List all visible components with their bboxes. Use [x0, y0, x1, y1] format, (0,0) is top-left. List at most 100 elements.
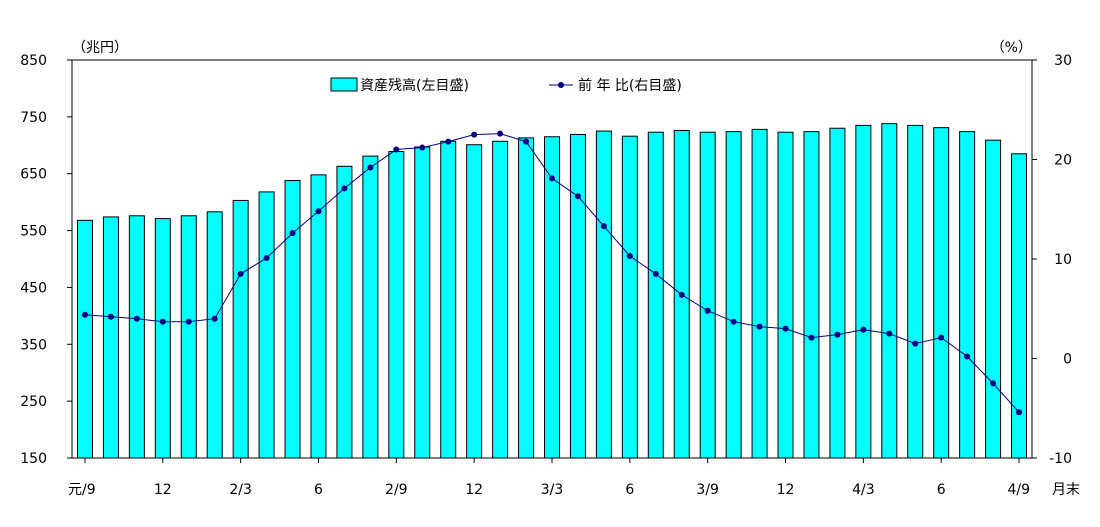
line-point: [497, 130, 504, 137]
left-axis-unit: （兆円）: [72, 40, 128, 56]
line-point: [367, 164, 374, 171]
bar: [907, 124, 924, 459]
legend-line-label: 前 年 比(右目盛): [578, 77, 682, 94]
line-point: [600, 223, 607, 230]
bar-series: [76, 123, 1028, 459]
line-point: [860, 326, 867, 333]
x-tick-label: 元/9: [68, 482, 96, 498]
line-point: [652, 270, 659, 277]
bar: [699, 131, 716, 459]
line-point: [912, 340, 919, 347]
left-tick-label: 150: [20, 451, 47, 467]
right-tick-label: -10: [1049, 451, 1072, 467]
legend-bar-swatch: [330, 77, 358, 92]
x-tick-label: 2/3: [229, 482, 252, 498]
x-tick-label: 3/3: [541, 482, 564, 498]
line-point: [1016, 409, 1023, 416]
x-axis-suffix: 月末: [1052, 482, 1080, 498]
line-point: [185, 318, 192, 325]
line-point: [133, 315, 140, 322]
line-point: [263, 255, 270, 261]
left-tick-label: 550: [20, 224, 47, 240]
left-tick-label: 650: [20, 167, 47, 183]
legend-line-marker: [558, 82, 564, 88]
x-tick-label: 12: [154, 482, 172, 498]
line-point: [782, 325, 789, 332]
right-tick-label: 30: [1054, 53, 1072, 69]
bar: [232, 199, 249, 459]
bar: [154, 218, 171, 459]
bar: [362, 155, 379, 459]
bar: [440, 140, 457, 459]
line-point: [964, 353, 971, 360]
bar: [621, 135, 638, 459]
bar: [855, 124, 872, 459]
line-point: [704, 307, 711, 314]
x-tick-label: 12: [465, 482, 483, 498]
left-tick-label: 350: [20, 337, 47, 353]
line-point: [159, 318, 166, 325]
bar: [959, 131, 976, 459]
right-tick-label: 20: [1054, 153, 1072, 169]
bar: [647, 131, 664, 459]
bar: [518, 137, 535, 459]
x-tick-label: 6: [625, 482, 634, 498]
bar: [595, 130, 612, 459]
bar: [336, 165, 353, 459]
line-point: [419, 144, 426, 151]
x-tick-label: 3/9: [696, 482, 719, 498]
x-tick-label: 4/3: [852, 482, 875, 498]
bar: [258, 191, 275, 459]
line-point: [730, 318, 737, 325]
bar: [206, 211, 223, 459]
growth-rate-points: [81, 130, 1023, 416]
left-tick-label: 450: [20, 280, 47, 296]
line-point: [393, 146, 400, 153]
line-point: [445, 138, 452, 145]
right-tick-label: 0: [1063, 352, 1072, 368]
line-point: [886, 330, 893, 337]
line-point: [107, 313, 114, 320]
bar: [751, 128, 768, 459]
x-tick-label: 4/9: [1007, 482, 1030, 498]
line-point: [938, 334, 945, 341]
line-point: [626, 253, 633, 260]
line-point: [211, 315, 218, 322]
bar: [933, 127, 950, 459]
line-point: [756, 323, 763, 330]
bar: [985, 139, 1002, 459]
bar: [128, 215, 145, 459]
line-point: [574, 193, 581, 200]
line-point: [471, 131, 478, 138]
legend: 資産残高(左目盛) 前 年 比(右目盛): [330, 77, 682, 94]
line-point: [289, 230, 296, 237]
bar: [725, 131, 742, 459]
legend-bar-label: 資産残高(左目盛): [360, 77, 469, 94]
bar: [284, 180, 301, 459]
right-tick-label: 10: [1054, 252, 1072, 268]
bar: [414, 146, 431, 459]
line-point: [523, 138, 530, 145]
line-point: [341, 185, 348, 192]
bar: [777, 131, 794, 459]
line-point: [834, 331, 841, 338]
left-axis: 150 250 350 450 550 650 750 850: [20, 53, 72, 467]
bar: [492, 140, 509, 459]
bar: [102, 216, 119, 459]
line-point: [237, 270, 244, 277]
right-axis-unit: （%）: [991, 40, 1032, 56]
x-axis: 元/9 12 2/3 6 2/9 12 3/3 6 3/9 12 4/3 6 4/9: [68, 458, 1030, 498]
bar: [388, 151, 405, 459]
line-point: [81, 311, 88, 318]
bar: [310, 174, 327, 459]
line-point: [990, 380, 997, 387]
line-point: [549, 175, 555, 182]
x-tick-label: 2/9: [385, 482, 408, 498]
bar: [569, 133, 586, 459]
left-tick-label: 250: [20, 394, 47, 410]
line-point: [315, 208, 322, 215]
bar: [180, 215, 197, 459]
x-tick-label: 6: [937, 482, 946, 498]
line-point: [678, 291, 685, 298]
